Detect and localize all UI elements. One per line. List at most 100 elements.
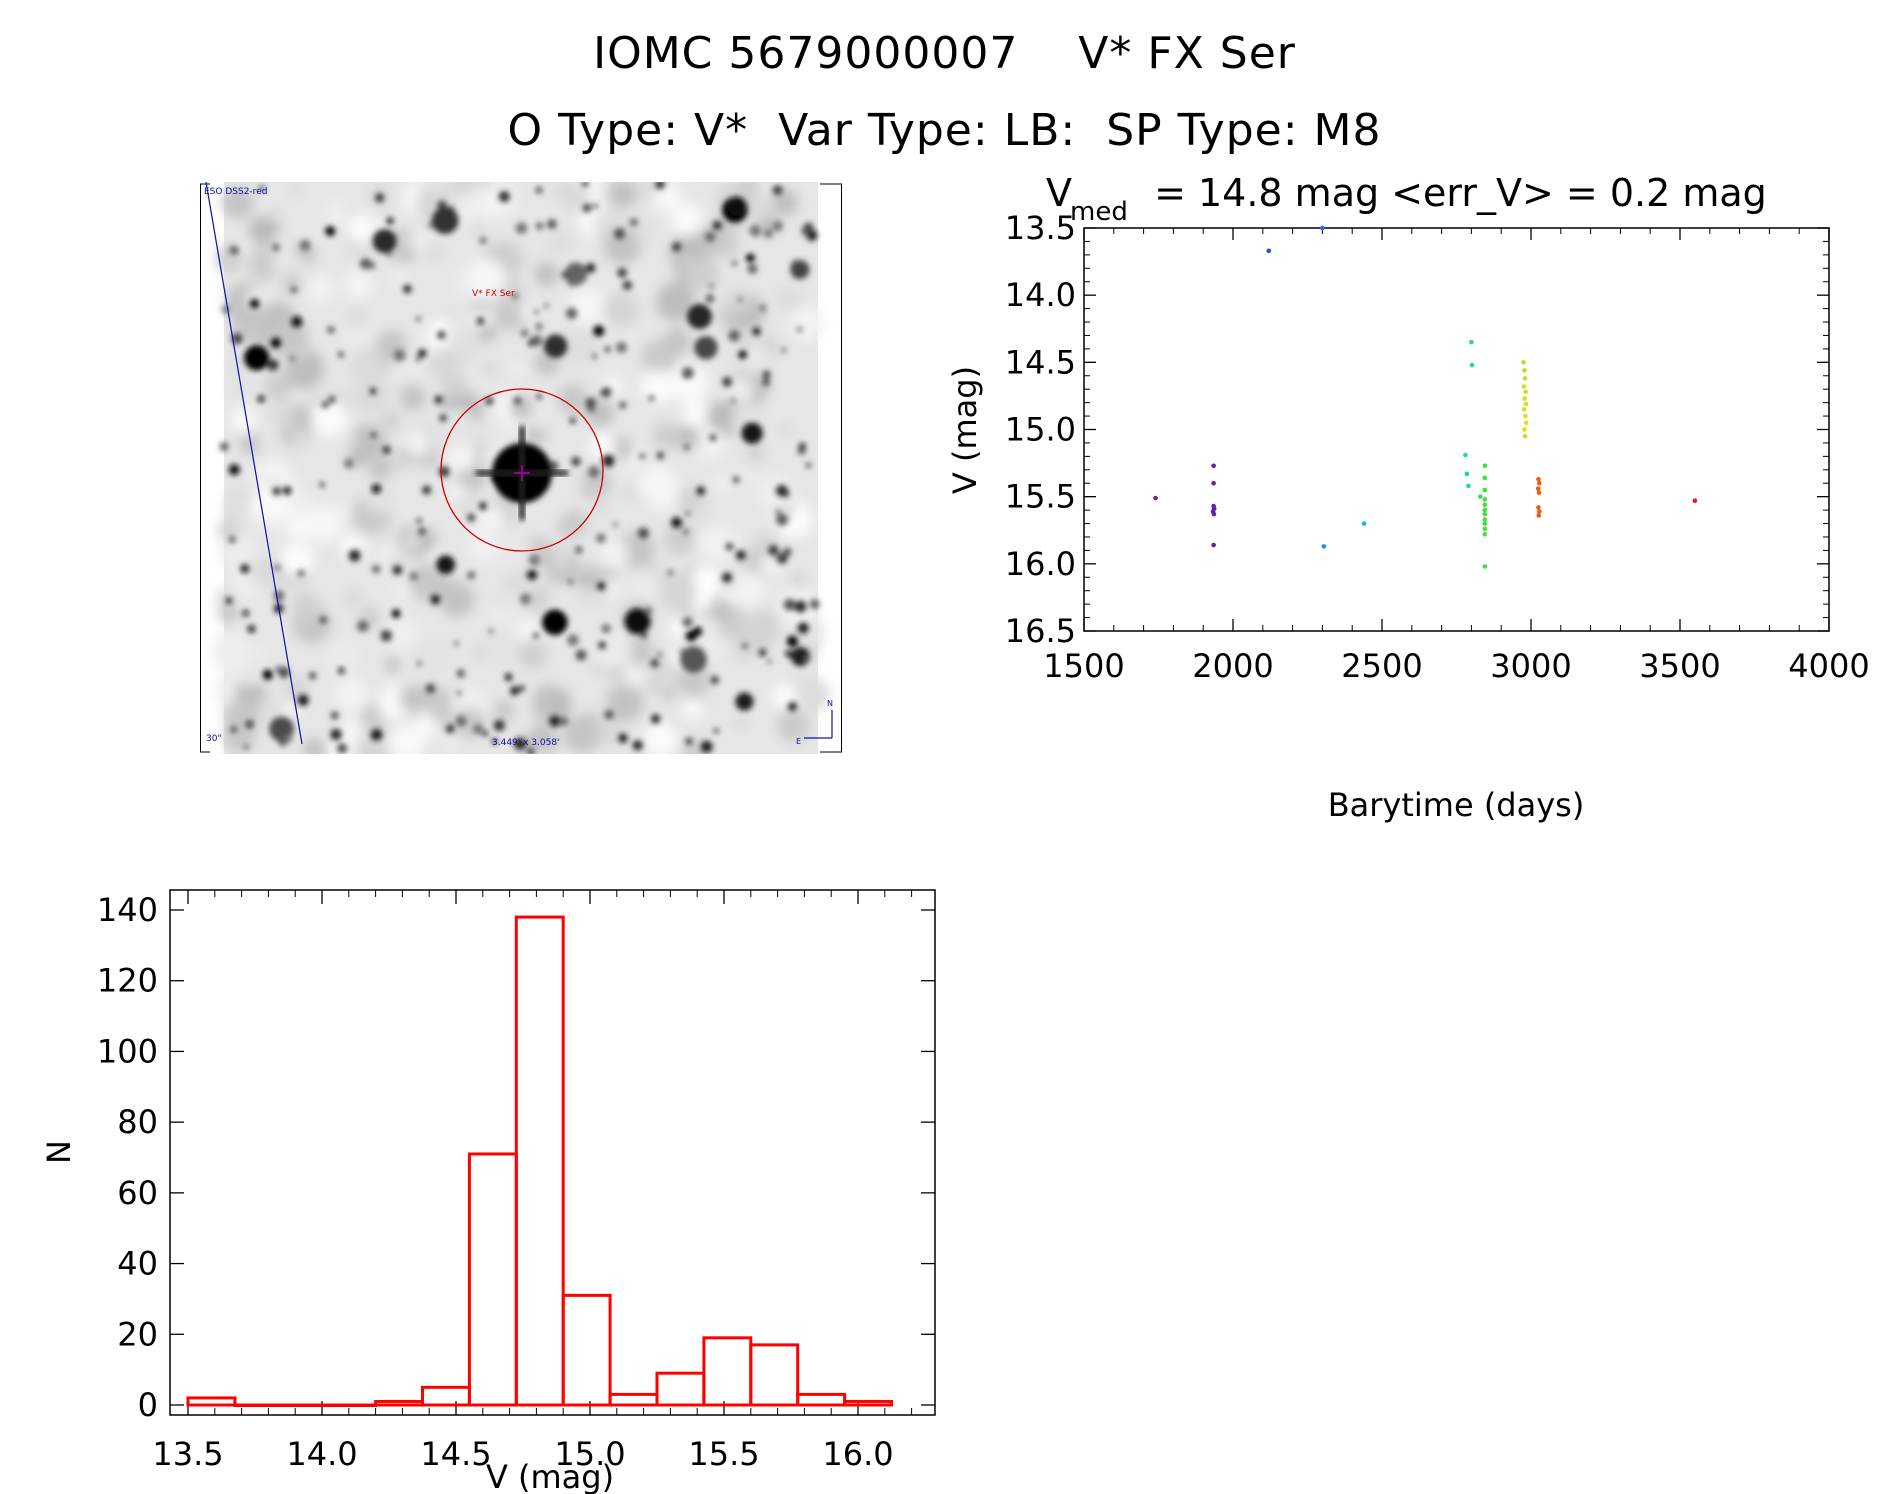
light-curve-point bbox=[1469, 339, 1474, 345]
field-star bbox=[272, 486, 282, 496]
field-star bbox=[543, 303, 549, 309]
field-star bbox=[533, 309, 539, 315]
sky-noise bbox=[760, 556, 780, 576]
histogram-bar bbox=[467, 1152, 518, 1407]
field-star bbox=[436, 555, 456, 575]
field-star bbox=[228, 464, 240, 476]
light-curve-ytick-label: 16.0 bbox=[1005, 545, 1076, 583]
field-star bbox=[566, 307, 578, 319]
sky-noise bbox=[445, 626, 477, 658]
field-star bbox=[431, 207, 459, 234]
light-curve-point bbox=[1211, 511, 1217, 517]
sky-noise bbox=[638, 182, 659, 198]
sky-noise bbox=[792, 573, 806, 587]
sky-noise bbox=[215, 588, 235, 608]
field-star bbox=[762, 379, 769, 386]
field-star bbox=[576, 546, 582, 553]
sky-noise bbox=[693, 427, 726, 460]
sky-noise bbox=[268, 207, 283, 222]
light-curve-point bbox=[1469, 362, 1475, 368]
light-curve-point bbox=[1482, 521, 1488, 526]
field-star bbox=[403, 284, 412, 294]
sky-noise bbox=[269, 318, 309, 358]
field-star bbox=[430, 594, 441, 605]
field-star bbox=[790, 260, 810, 280]
field-star bbox=[598, 641, 606, 650]
sky-noise bbox=[517, 639, 547, 669]
field-star bbox=[479, 502, 487, 510]
field-star bbox=[622, 280, 633, 291]
light-curve-point bbox=[1463, 452, 1468, 458]
sky-noise bbox=[301, 248, 317, 265]
field-star bbox=[705, 293, 715, 304]
east-label: E bbox=[796, 737, 801, 746]
sky-noise bbox=[653, 422, 681, 450]
sky-noise bbox=[410, 237, 423, 250]
sky-noise bbox=[442, 374, 467, 399]
sky-noise bbox=[669, 364, 709, 404]
field-star bbox=[409, 572, 419, 581]
field-star bbox=[766, 659, 772, 665]
light-curve-ytick-label: 14.0 bbox=[1005, 276, 1076, 314]
sky-noise bbox=[282, 266, 298, 283]
field-star bbox=[259, 185, 265, 192]
field-star bbox=[585, 263, 596, 273]
sky-noise bbox=[515, 618, 539, 641]
sky-noise bbox=[335, 677, 370, 712]
field-star bbox=[585, 397, 596, 409]
sky-noise bbox=[342, 594, 355, 607]
histogram-xtick-label: 14.5 bbox=[420, 1435, 491, 1473]
light-curve-point bbox=[1521, 384, 1527, 389]
sky-noise bbox=[701, 526, 738, 562]
field-star bbox=[393, 349, 406, 361]
field-star bbox=[418, 527, 426, 536]
sky-noise bbox=[378, 523, 394, 539]
light-curve-point bbox=[1320, 225, 1325, 231]
field-star bbox=[498, 191, 510, 203]
field-star bbox=[338, 351, 344, 358]
field-star bbox=[231, 333, 243, 345]
field-star bbox=[391, 609, 401, 618]
field-star bbox=[809, 599, 820, 610]
histogram-xtick-label: 14.0 bbox=[286, 1435, 357, 1473]
sky-noise bbox=[621, 484, 638, 502]
light-curve-xlabel: Barytime (days) bbox=[1328, 786, 1585, 824]
north-label: N bbox=[827, 699, 833, 708]
field-star bbox=[321, 400, 329, 409]
light-curve-point bbox=[1522, 396, 1528, 401]
field-star bbox=[712, 220, 722, 231]
sky-noise bbox=[746, 444, 765, 463]
field-star bbox=[798, 443, 806, 451]
field-star bbox=[571, 456, 581, 467]
histogram-ytick-label: 80 bbox=[117, 1103, 158, 1141]
sky-noise bbox=[580, 477, 602, 499]
histogram-chart: 13.5 14.0 14.5 15.0 15.5 16.0 0 20 40 60 80 100 120 1… bbox=[40, 889, 936, 1494]
field-star bbox=[776, 513, 788, 526]
sky-noise bbox=[263, 372, 294, 403]
sky-noise bbox=[519, 305, 532, 318]
field-star bbox=[368, 261, 376, 270]
field-star bbox=[561, 271, 569, 279]
field-star bbox=[479, 236, 487, 245]
field-star bbox=[535, 186, 543, 194]
field-star bbox=[593, 325, 605, 337]
sky-noise bbox=[710, 599, 735, 624]
sky-noise bbox=[734, 572, 768, 606]
field-star bbox=[624, 608, 651, 635]
sky-noise bbox=[682, 697, 704, 720]
sky-noise bbox=[468, 533, 499, 563]
light-curve-point bbox=[1535, 486, 1541, 491]
object-type-subtitle: O Type: V* Var Type: LB: SP Type: M8 bbox=[507, 105, 1382, 156]
field-star bbox=[515, 222, 528, 235]
field-star bbox=[278, 666, 290, 678]
field-star bbox=[617, 267, 628, 278]
histogram-bar bbox=[749, 1343, 800, 1407]
sky-noise bbox=[391, 269, 408, 286]
field-star bbox=[650, 659, 659, 668]
field-star bbox=[797, 327, 803, 332]
sky-noise bbox=[663, 521, 697, 555]
field-star bbox=[422, 485, 432, 495]
sky-noise bbox=[712, 231, 740, 259]
field-star bbox=[330, 728, 342, 741]
sky-noise bbox=[446, 320, 465, 340]
